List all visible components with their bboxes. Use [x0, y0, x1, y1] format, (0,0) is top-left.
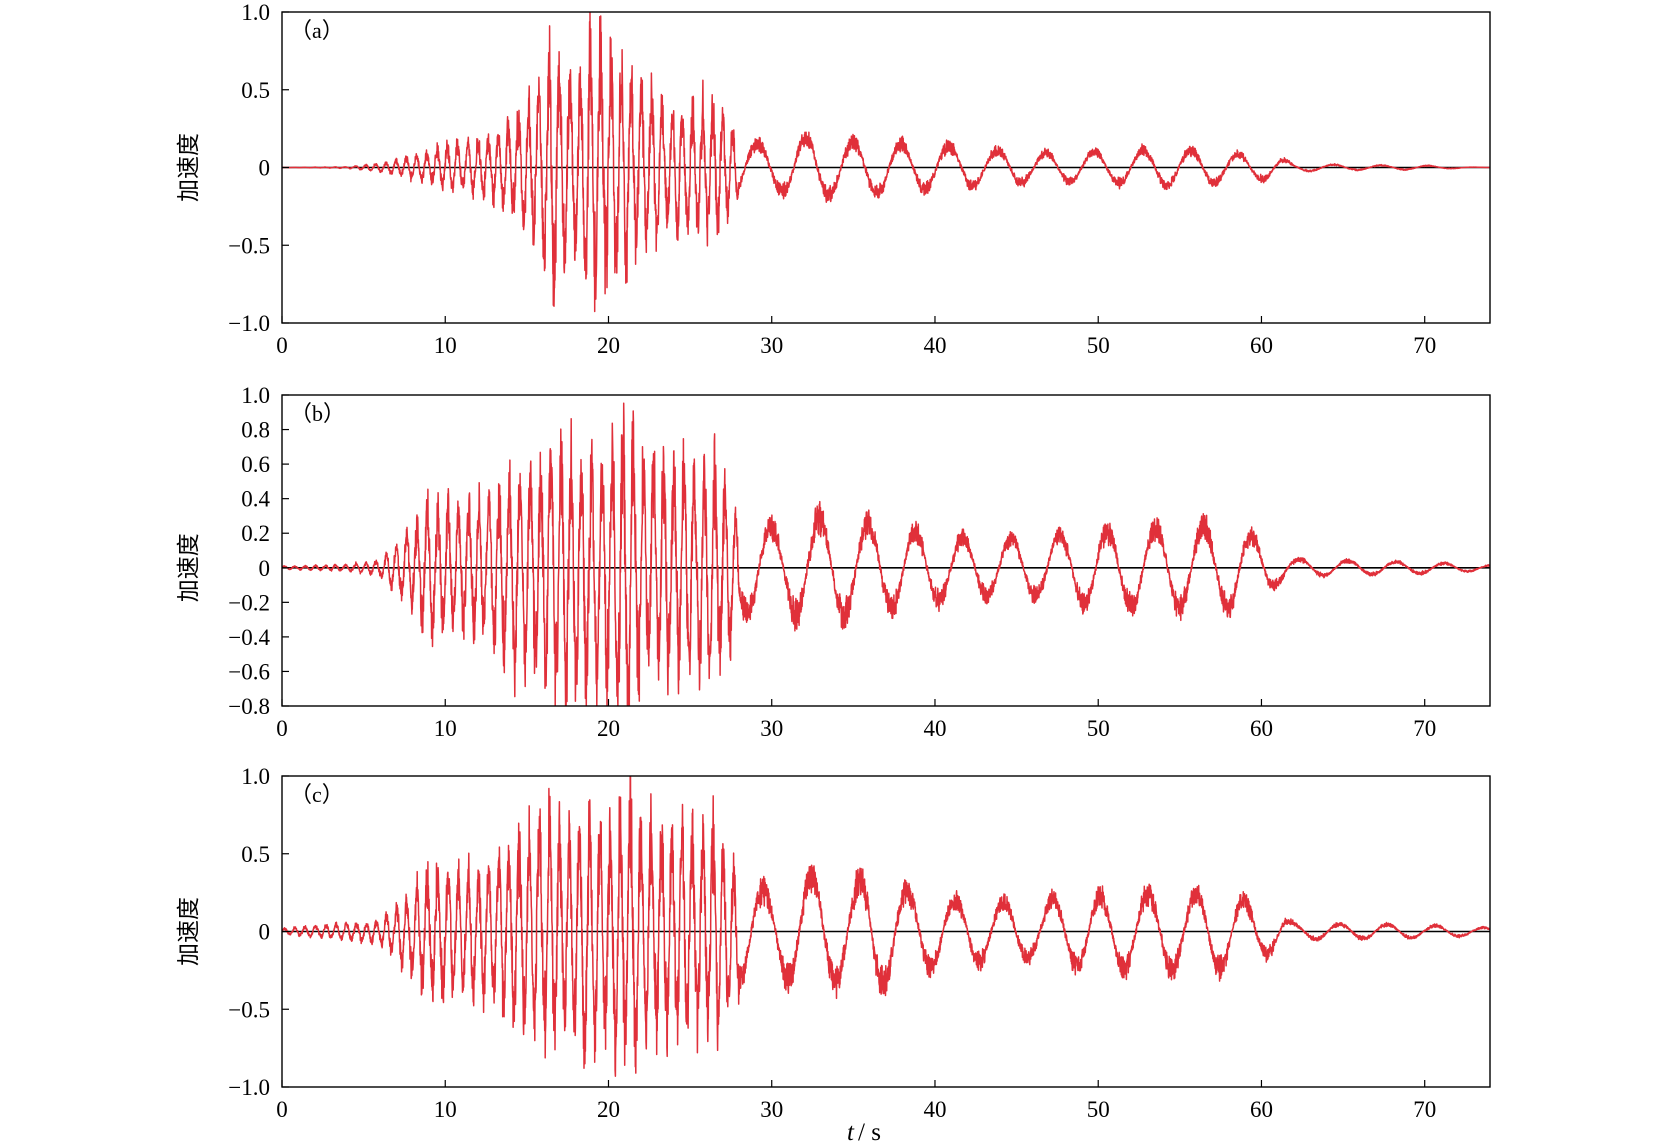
x-tick-label: 0: [276, 333, 288, 358]
panel-label: （b）: [290, 401, 345, 426]
y-tick-label: −0.5: [228, 233, 270, 258]
x-tick-label: 0: [276, 716, 288, 741]
y-tick-label: 1.0: [241, 0, 270, 25]
x-tick-label: 0: [276, 1097, 288, 1122]
y-tick-label: −1.0: [228, 311, 270, 336]
y-tick-label: −0.8: [228, 694, 270, 719]
x-tick-label: 40: [923, 716, 946, 741]
y-axis-label: 加速度: [176, 133, 202, 202]
y-tick-label: 0.4: [241, 487, 270, 512]
x-axis-label-italic: t: [847, 1119, 855, 1146]
y-tick-label: 0.5: [241, 78, 270, 103]
plot-frame: [281, 394, 1491, 707]
x-tick-label: 60: [1250, 716, 1273, 741]
x-tick-label: 50: [1087, 716, 1110, 741]
series-line: [282, 12, 1490, 313]
x-tick-label: 20: [597, 716, 620, 741]
y-tick-label: 0: [259, 556, 271, 581]
x-tick-label: 30: [760, 1097, 783, 1122]
x-tick-label: 30: [760, 716, 783, 741]
y-tick-label: −0.4: [228, 625, 270, 650]
series-line: [282, 776, 1490, 1077]
x-tick-label: 30: [760, 333, 783, 358]
x-tick-label: 50: [1087, 1097, 1110, 1122]
y-axis-label: 加速度: [176, 897, 202, 966]
x-tick-label: 20: [597, 333, 620, 358]
x-tick-label: 10: [434, 1097, 457, 1122]
y-tick-label: −0.6: [228, 659, 270, 684]
x-tick-label: 60: [1250, 1097, 1273, 1122]
series-line: [282, 402, 1490, 706]
y-tick-label: 1.0: [241, 764, 270, 789]
x-tick-label: 50: [1087, 333, 1110, 358]
y-tick-label: 0.2: [241, 521, 270, 546]
x-tick-label: 40: [923, 333, 946, 358]
y-tick-label: 0.6: [241, 452, 270, 477]
panel-a: 0 10 20 30 40 50 60 70 1.0 0.5 0 −0.5 −1.0 （a） 加速度: [176, 0, 1491, 358]
panels: 0 10 20 30 40 50 60 70 1.0 0.5 0 −0.5 −1.0 （a） 加速度 0 10 2…: [176, 0, 1491, 1122]
x-tick-label: 70: [1413, 1097, 1436, 1122]
y-tick-label: −0.2: [228, 590, 270, 615]
x-tick-label: 70: [1413, 333, 1436, 358]
x-axis-label: t / s: [847, 1119, 881, 1146]
y-tick-label: 0.5: [241, 842, 270, 867]
panel-label: （c）: [290, 782, 344, 807]
panel-label: （a）: [290, 18, 344, 43]
y-tick-label: 0: [259, 920, 271, 945]
x-tick-label: 10: [434, 333, 457, 358]
y-tick-label: 0.8: [241, 418, 270, 443]
y-tick-label: 1.0: [241, 383, 270, 408]
x-tick-label: 40: [923, 1097, 946, 1122]
y-tick-label: −1.0: [228, 1075, 270, 1100]
panel-b: 0 10 20 30 40 50 60 70 1.0 0.8 0.6 0.4 0.2 0 −0.2 −0.4 −…: [176, 383, 1491, 741]
x-tick-label: 10: [434, 716, 457, 741]
y-tick-label: −0.5: [228, 997, 270, 1022]
y-tick-label: 0: [259, 156, 271, 181]
x-tick-label: 20: [597, 1097, 620, 1122]
panel-c: 0 10 20 30 40 50 60 70 1.0 0.5 0 −0.5 −1.0 （c） 加速度: [176, 764, 1491, 1122]
x-axis-label-unit: / s: [858, 1119, 881, 1146]
x-tick-label: 70: [1413, 716, 1436, 741]
x-tick-label: 60: [1250, 333, 1273, 358]
y-axis-label: 加速度: [176, 533, 202, 602]
